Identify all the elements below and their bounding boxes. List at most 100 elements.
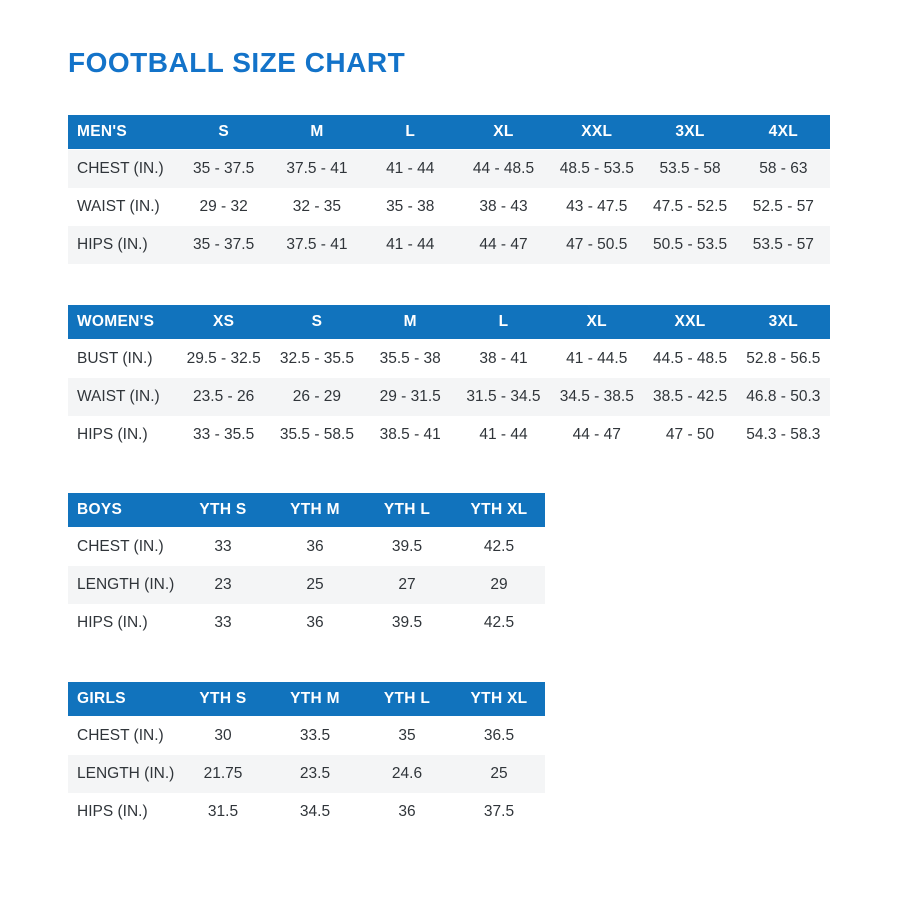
column-header: XL bbox=[550, 305, 644, 340]
table-row: WAIST (IN.) 29 - 32 32 - 35 35 - 38 38 - 43 4… bbox=[68, 188, 830, 226]
row-label: WAIST (IN.) bbox=[68, 378, 177, 416]
table-cell: 33.5 bbox=[299, 727, 331, 744]
column-header: YTH M bbox=[269, 682, 361, 717]
table-cell: 26 - 29 bbox=[270, 378, 364, 416]
row-label: HIPS (IN.) bbox=[77, 426, 148, 443]
row-label: WAIST (IN.) bbox=[77, 198, 160, 215]
size-table-mens: MEN'S S M L XL XXL 3XL 4XL CHEST (IN.) 35 - 37.5 3… bbox=[68, 115, 830, 264]
table-cell: 33 bbox=[214, 614, 232, 631]
table-cell: 52.5 - 57 bbox=[752, 198, 814, 215]
table-cell: 38.5 - 41 bbox=[379, 426, 441, 443]
table-cell: 44.5 - 48.5 bbox=[652, 350, 728, 367]
table-cell: 36 bbox=[306, 538, 324, 555]
table-cell: 44 - 48.5 bbox=[456, 149, 551, 188]
table-row: LENGTH (IN.) 21.75 23.5 24.6 25 bbox=[68, 755, 545, 793]
table-cell: 33 bbox=[214, 538, 232, 555]
column-header: XXL bbox=[550, 115, 644, 150]
row-label: BUST (IN.) bbox=[77, 350, 153, 367]
table-cell: 47 - 50 bbox=[665, 426, 715, 443]
column-header: YTH XL bbox=[453, 493, 545, 528]
table-cell: 46.8 - 50.3 bbox=[736, 378, 830, 416]
table-cell: 35 - 37.5 bbox=[177, 149, 271, 188]
table-row: WAIST (IN.) 23.5 - 26 26 - 29 29 - 31.5 31.5… bbox=[68, 378, 830, 416]
table-cell: 37.5 - 41 bbox=[270, 149, 364, 188]
table-cell: 35 - 38 bbox=[386, 198, 435, 215]
table-row: HIPS (IN.) 31.5 34.5 36 37.5 bbox=[68, 793, 545, 831]
column-header: M bbox=[270, 115, 364, 150]
table-cell: 54.3 - 58.3 bbox=[746, 426, 821, 443]
row-label: HIPS (IN.) bbox=[77, 803, 148, 820]
header-row: BOYS YTH S YTH M YTH L YTH XL bbox=[68, 493, 545, 528]
table-cell: 32.5 - 35.5 bbox=[279, 350, 354, 367]
size-table-girls: GIRLS YTH S YTH M YTH L YTH XL CHEST (IN.) 30 3… bbox=[68, 682, 545, 831]
table-cell: 37.5 - 41 bbox=[270, 226, 364, 264]
table-cell: 30 bbox=[214, 727, 232, 744]
table-cell: 25 bbox=[453, 755, 545, 793]
row-label: LENGTH (IN.) bbox=[68, 755, 177, 793]
column-header: YTH S bbox=[177, 493, 269, 528]
page-title: FOOTBALL SIZE CHART bbox=[68, 47, 406, 78]
column-header: 3XL bbox=[736, 305, 830, 340]
table-row: HIPS (IN.) 33 - 35.5 35.5 - 58.5 38.5 - 41 4… bbox=[68, 416, 830, 454]
table-title-boys: BOYS bbox=[68, 493, 177, 528]
table-row: LENGTH (IN.) 23 25 27 29 bbox=[68, 566, 545, 604]
table-cell: 36 bbox=[306, 614, 324, 631]
table-cell: 24.6 bbox=[361, 755, 453, 793]
table-cell: 23 bbox=[177, 566, 269, 604]
column-header: L bbox=[456, 305, 551, 340]
table-cell: 29 bbox=[453, 566, 545, 604]
table-cell: 38 - 41 bbox=[479, 350, 528, 367]
table-cell: 25 bbox=[269, 566, 361, 604]
row-label: CHEST (IN.) bbox=[68, 149, 177, 188]
table-cell: 23.5 bbox=[269, 755, 361, 793]
column-header: S bbox=[177, 115, 271, 150]
table-cell: 27 bbox=[361, 566, 453, 604]
column-header: YTH M bbox=[269, 493, 361, 528]
table-row: HIPS (IN.) 35 - 37.5 37.5 - 41 41 - 44 44 - … bbox=[68, 226, 830, 264]
table-cell: 21.75 bbox=[177, 755, 269, 793]
table-row: CHEST (IN.) 33 36 39.5 42.5 bbox=[68, 528, 545, 567]
row-label: HIPS (IN.) bbox=[77, 614, 148, 631]
column-header: S bbox=[270, 305, 364, 340]
table-cell: 33 - 35.5 bbox=[193, 426, 255, 443]
table-cell: 53.5 - 57 bbox=[736, 226, 830, 264]
table-cell: 58 - 63 bbox=[736, 149, 830, 188]
table-cell: 44 - 47 bbox=[572, 426, 621, 443]
table-cell: 38.5 - 42.5 bbox=[643, 378, 737, 416]
table-cell: 48.5 - 53.5 bbox=[550, 149, 644, 188]
column-header: YTH S bbox=[177, 682, 269, 717]
table-cell: 44 - 47 bbox=[456, 226, 551, 264]
size-table-womens: WOMEN'S XS S M L XL XXL 3XL BUST (IN.) 29.5 - 32.… bbox=[68, 305, 830, 454]
column-header: 4XL bbox=[736, 115, 830, 150]
table-cell: 39.5 bbox=[391, 614, 423, 631]
table-cell: 35.5 - 58.5 bbox=[279, 426, 354, 443]
table-cell: 41 - 44.5 bbox=[566, 350, 628, 367]
table-cell: 42.5 bbox=[483, 538, 515, 555]
row-label: CHEST (IN.) bbox=[77, 538, 164, 555]
row-label: LENGTH (IN.) bbox=[68, 566, 177, 604]
row-label: HIPS (IN.) bbox=[68, 226, 177, 264]
column-header: YTH L bbox=[361, 493, 453, 528]
table-cell: 41 - 44 bbox=[363, 226, 457, 264]
table-cell: 34.5 - 38.5 bbox=[550, 378, 644, 416]
column-header: 3XL bbox=[643, 115, 737, 150]
table-row: BUST (IN.) 29.5 - 32.5 32.5 - 35.5 35.5 - 3… bbox=[68, 340, 830, 379]
table-cell: 32 - 35 bbox=[292, 198, 342, 215]
column-header: XS bbox=[177, 305, 271, 340]
table-cell: 41 - 44 bbox=[479, 426, 528, 443]
table-cell: 34.5 bbox=[299, 803, 331, 820]
table-cell: 29 - 32 bbox=[199, 198, 248, 215]
table-cell: 36 bbox=[398, 803, 416, 820]
column-header: M bbox=[363, 305, 457, 340]
table-cell: 52.8 - 56.5 bbox=[746, 350, 821, 367]
table-cell: 31.5 bbox=[207, 803, 239, 820]
table-cell: 36.5 bbox=[483, 727, 515, 744]
table-row: HIPS (IN.) 33 36 39.5 42.5 bbox=[68, 604, 545, 642]
table-cell: 50.5 - 53.5 bbox=[643, 226, 737, 264]
table-cell: 43 - 47.5 bbox=[566, 198, 628, 215]
table-cell: 23.5 - 26 bbox=[177, 378, 271, 416]
table-title-mens: MEN'S bbox=[68, 115, 177, 150]
table-cell: 47.5 - 52.5 bbox=[652, 198, 728, 215]
table-cell: 39.5 bbox=[391, 538, 423, 555]
